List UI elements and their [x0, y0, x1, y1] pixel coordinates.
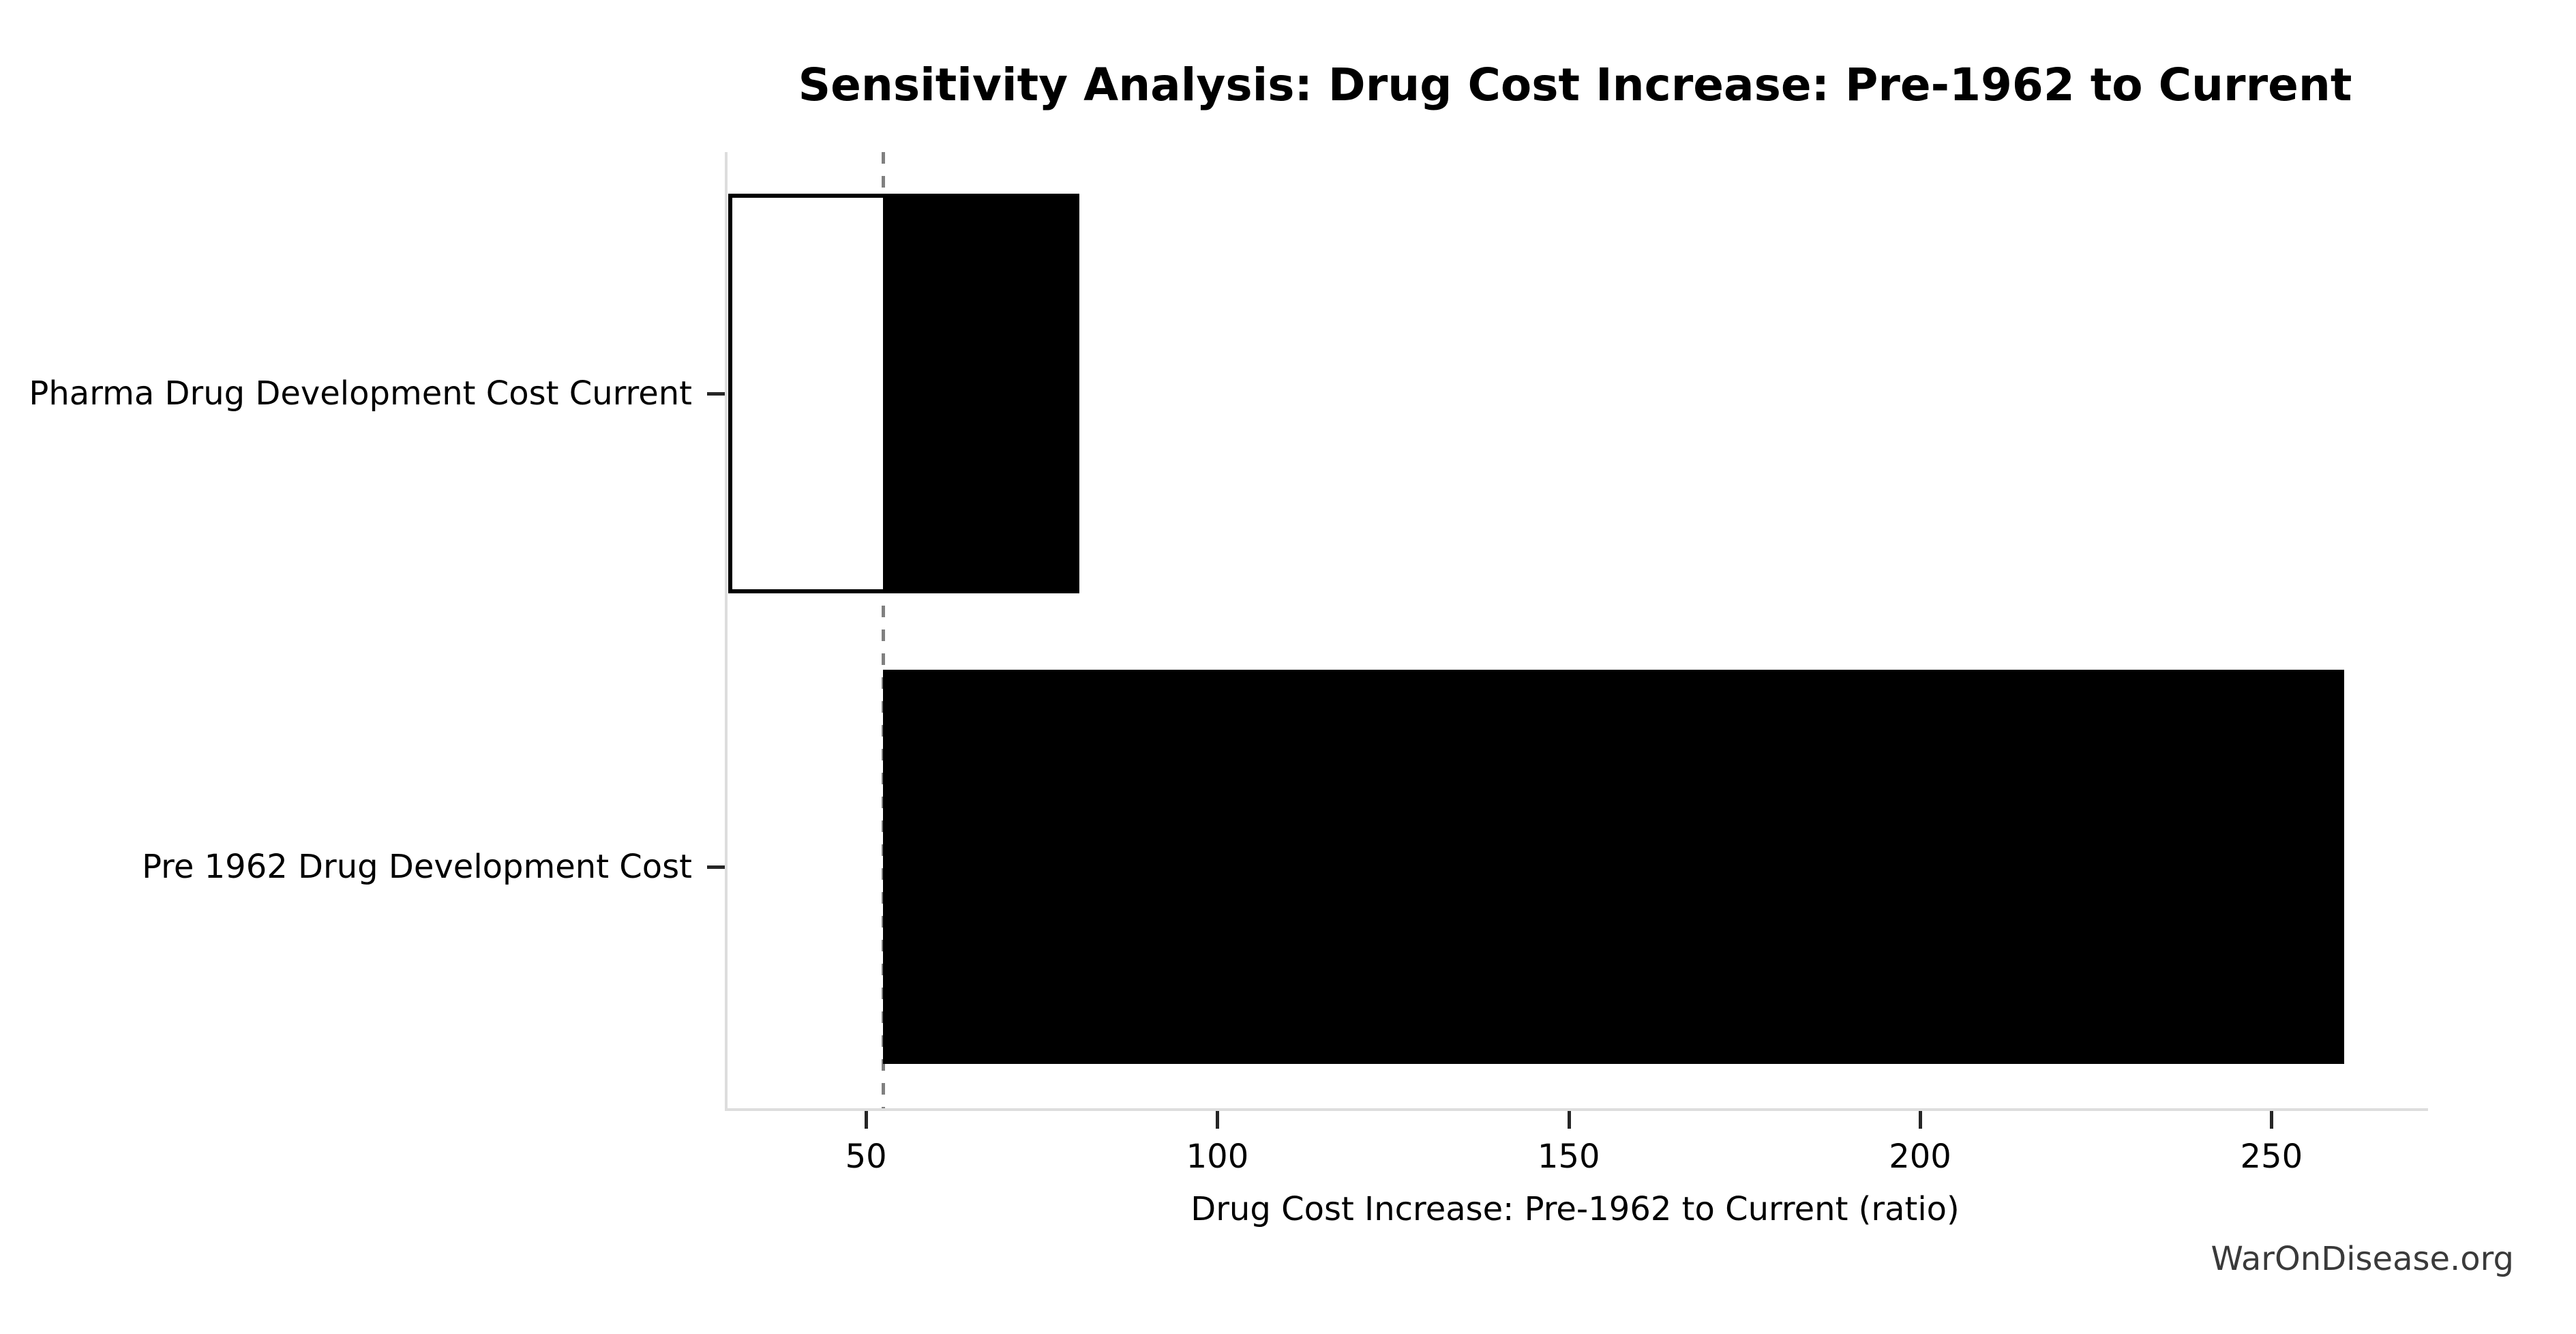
x-axis-tick — [865, 1111, 869, 1129]
x-axis-label: Drug Cost Increase: Pre-1962 to Current … — [1190, 1190, 1960, 1228]
baseline-dashed-line — [881, 152, 885, 1108]
chart-title: Sensitivity Analysis: Drug Cost Increase… — [798, 59, 2352, 111]
x-axis-tick — [1919, 1111, 1922, 1129]
bar-fill-above-baseline — [882, 670, 2345, 1064]
y-axis-category-label: Pharma Drug Development Cost Current — [29, 374, 692, 413]
y-axis-category-label: Pre 1962 Drug Development Cost — [142, 848, 692, 886]
x-axis-tick-label: 100 — [1186, 1138, 1249, 1176]
watermark-text: WarOnDisease.org — [2211, 1240, 2514, 1278]
y-axis-tick — [707, 392, 725, 396]
x-axis-tick — [2270, 1111, 2274, 1129]
y-axis-tick — [707, 865, 725, 869]
x-axis-tick-label: 200 — [1889, 1138, 1951, 1176]
plot-area — [725, 152, 2428, 1111]
x-axis-tick-label: 50 — [845, 1138, 887, 1176]
x-axis-tick-label: 250 — [2240, 1138, 2303, 1176]
x-axis-tick-label: 150 — [1537, 1138, 1600, 1176]
bar-fill-above-baseline — [882, 194, 1080, 593]
x-axis-tick — [1216, 1111, 1220, 1129]
x-axis-tick — [1567, 1111, 1571, 1129]
